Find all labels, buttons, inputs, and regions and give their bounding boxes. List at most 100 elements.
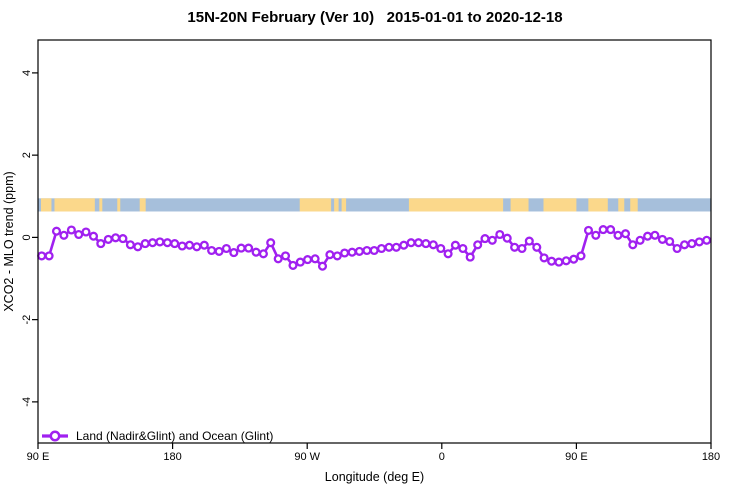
data-point	[547, 256, 557, 266]
data-point	[384, 242, 394, 252]
x-tick-label: 180	[163, 451, 181, 463]
y-tick-label: 2	[21, 152, 33, 158]
surface-band-land-segment	[588, 198, 608, 212]
data-point	[340, 248, 350, 258]
data-point	[620, 229, 631, 239]
data-point	[118, 234, 128, 244]
surface-band-land-segment	[139, 198, 146, 212]
chart-title: 15N-20N February (Ver 10) 2015-01-01 to …	[187, 9, 563, 26]
surface-band-land-segment	[543, 198, 577, 212]
data-point	[613, 230, 623, 240]
data-point	[184, 240, 195, 250]
data-point	[37, 251, 47, 261]
data-point	[406, 238, 416, 248]
surface-band-land-segment	[299, 198, 332, 212]
data-point	[192, 242, 202, 252]
data-point	[354, 246, 364, 256]
data-point	[421, 239, 431, 249]
data-point	[643, 231, 653, 241]
data-point	[258, 249, 268, 259]
y-axis-title: XCO2 - MLO trend (ppm)	[2, 171, 16, 311]
data-point	[628, 240, 638, 250]
data-point	[502, 233, 512, 243]
data-point	[487, 235, 497, 245]
data-point	[554, 257, 564, 267]
data-point	[103, 234, 113, 244]
data-point	[702, 235, 712, 245]
legend-label: Land (Nadir&Glint) and Ocean (Glint)	[76, 429, 273, 443]
y-tick-label: -4	[21, 397, 33, 407]
data-point	[650, 230, 660, 240]
data-point	[51, 226, 62, 236]
data-point	[44, 251, 54, 261]
data-point	[221, 243, 231, 254]
data-point	[88, 231, 99, 241]
data-point	[303, 255, 313, 265]
data-point	[111, 233, 121, 243]
surface-band-ocean	[38, 198, 711, 212]
data-point	[66, 225, 76, 235]
data-point	[687, 239, 697, 249]
data-point	[606, 225, 616, 235]
data-point	[473, 240, 483, 250]
y-tick-label: 4	[21, 70, 33, 76]
data-point	[539, 253, 549, 263]
data-point	[591, 230, 601, 240]
data-point	[576, 251, 586, 261]
data-point	[199, 240, 209, 250]
data-point	[428, 240, 438, 250]
data-point	[162, 238, 172, 248]
data-point	[332, 251, 342, 261]
data-point	[569, 254, 579, 264]
x-tick-label: 0	[439, 451, 445, 463]
data-point	[74, 229, 84, 240]
data-point	[155, 237, 165, 247]
y-tick-label: -2	[21, 315, 33, 325]
x-tick-label: 90 E	[565, 451, 588, 463]
data-point	[583, 225, 594, 235]
data-point	[317, 261, 328, 271]
data-point	[273, 254, 283, 264]
data-point	[177, 241, 187, 251]
surface-band-land-segment	[99, 198, 103, 212]
data-point	[450, 240, 460, 250]
data-point	[480, 234, 490, 244]
data-point	[436, 243, 446, 254]
data-point	[236, 243, 246, 253]
y-tick-label: 0	[21, 234, 33, 240]
data-point	[458, 243, 468, 254]
surface-band-land-segment	[408, 198, 504, 212]
data-point	[376, 243, 387, 254]
surface-band-land-segment	[510, 198, 529, 212]
data-point	[133, 242, 143, 252]
data-point	[561, 256, 571, 266]
surface-band-land-segment	[40, 198, 52, 212]
data-point	[59, 230, 69, 240]
data-point	[266, 238, 276, 248]
data-point	[81, 227, 91, 237]
data-point	[207, 245, 217, 256]
data-point	[635, 235, 645, 245]
data-point	[325, 250, 335, 260]
x-axis-title: Longitude (deg E)	[325, 470, 424, 484]
data-point	[170, 239, 180, 249]
data-point	[517, 243, 527, 254]
data-point	[280, 251, 291, 261]
surface-band-land-segment	[117, 198, 121, 212]
data-point	[510, 242, 520, 252]
data-point	[96, 239, 106, 249]
data-point	[399, 240, 409, 250]
data-point	[657, 234, 667, 244]
data-point	[532, 242, 542, 252]
data-point	[125, 240, 135, 250]
data-point	[443, 249, 453, 259]
data-point	[214, 246, 224, 256]
data-point	[148, 238, 158, 248]
data-point	[598, 225, 608, 235]
surface-band-land-segment	[334, 198, 339, 212]
data-point	[694, 237, 704, 247]
plot-border	[37, 39, 712, 444]
data-point	[251, 247, 261, 257]
surface-band-land-segment	[630, 198, 638, 212]
